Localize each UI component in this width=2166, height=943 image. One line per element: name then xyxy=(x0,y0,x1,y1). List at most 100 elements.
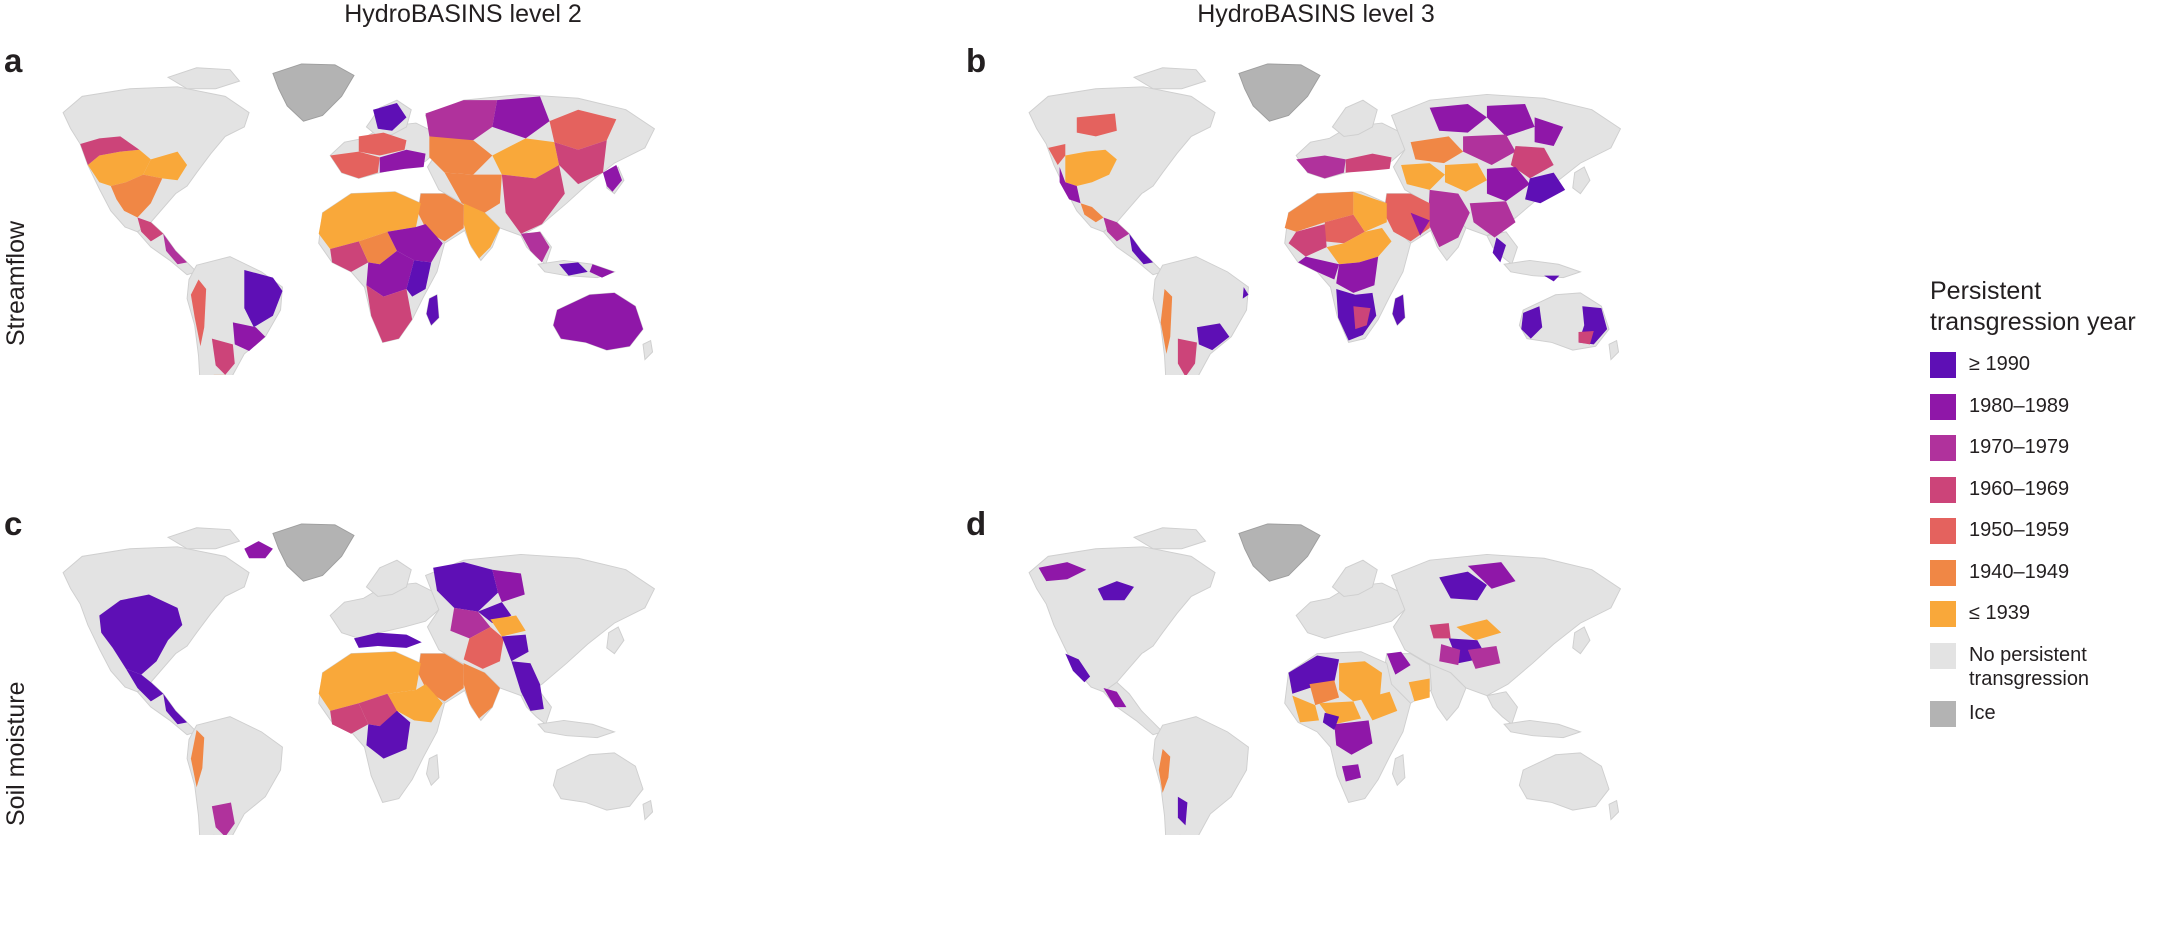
basin-region xyxy=(433,562,499,612)
basin-region xyxy=(110,174,163,218)
basin-region xyxy=(1065,149,1117,187)
basin-region xyxy=(1334,720,1373,755)
basin-region xyxy=(387,224,443,263)
basin-region xyxy=(1469,201,1516,238)
basin-region xyxy=(1242,287,1249,299)
column-title-level2: HydroBASINS level 2 xyxy=(344,0,582,28)
basin-region xyxy=(1429,103,1487,133)
basin-region xyxy=(1578,331,1594,345)
basin-region xyxy=(1288,655,1340,694)
basin-region xyxy=(1103,217,1130,242)
basin-region xyxy=(463,203,500,259)
legend-item: Ice xyxy=(1930,700,2166,743)
row-title-streamflow: Streamflow xyxy=(2,220,30,346)
basin-region xyxy=(1296,155,1346,179)
basin-region xyxy=(1456,619,1502,641)
basin-region xyxy=(1534,117,1564,146)
basin-region xyxy=(444,172,502,213)
legend-items: ≥ 1990 1980–1989 1970–1979 1960–1969 1950–19… xyxy=(1930,352,2166,643)
basin-region xyxy=(501,634,529,662)
basin-region xyxy=(492,138,560,179)
map-streamflow-level3 xyxy=(1028,63,1621,375)
basin-region xyxy=(1410,212,1430,236)
basin-region xyxy=(1177,796,1188,826)
basin-region xyxy=(366,710,411,759)
basin-region xyxy=(511,661,544,711)
legend-item: ≥ 1990 xyxy=(1930,352,2166,394)
legend-label-line: transgression xyxy=(1969,667,2090,690)
basin-region xyxy=(1467,646,1501,669)
basin-region xyxy=(1288,224,1327,257)
basin-region xyxy=(520,231,550,263)
basin-region xyxy=(232,322,266,352)
basin-region xyxy=(589,264,615,278)
basin-region xyxy=(1353,191,1387,232)
basin-region xyxy=(1336,256,1379,293)
map-soil-moisture-level3 xyxy=(1028,523,1621,835)
basin-region xyxy=(1492,237,1506,263)
basin-region xyxy=(463,663,500,719)
basin-region xyxy=(492,96,550,139)
basin-region xyxy=(1510,145,1554,179)
basin-region xyxy=(554,140,607,185)
basin-region xyxy=(1410,136,1464,164)
basin-region xyxy=(1361,691,1398,721)
basin-region xyxy=(244,269,283,328)
panel-letter-b: b xyxy=(966,42,987,79)
legend: Persistent transgression year ≥ 1990 1980… xyxy=(1930,276,2166,742)
basin-region xyxy=(99,594,183,675)
basin-region xyxy=(1158,749,1171,793)
basin-region xyxy=(1341,764,1362,782)
basin-region xyxy=(1103,687,1127,708)
basin-region xyxy=(387,684,443,723)
basin-region xyxy=(358,231,397,265)
basin-region xyxy=(163,233,188,265)
map-streamflow-level2 xyxy=(62,63,655,375)
basin-region xyxy=(426,294,439,326)
panel-letter-a: a xyxy=(4,42,23,79)
basin-region xyxy=(318,651,421,711)
legend-item: 1950–1959 xyxy=(1930,518,2166,560)
basin-region xyxy=(330,151,380,179)
basin-region xyxy=(330,703,369,734)
basin-region xyxy=(1129,233,1154,265)
basin-region xyxy=(1059,166,1081,204)
basin-region xyxy=(244,541,273,559)
basin-region xyxy=(1097,581,1134,601)
legend-label: 1940–1949 xyxy=(1969,560,2070,583)
basin-region xyxy=(549,109,617,150)
legend-item: 1960–1969 xyxy=(1930,476,2166,519)
basin-region xyxy=(602,165,623,192)
basin-region xyxy=(490,615,526,637)
legend-swatch xyxy=(1930,601,1956,627)
basin-region xyxy=(87,149,151,187)
basin-region xyxy=(1408,678,1430,702)
legend-label: 1970–1979 xyxy=(1969,436,2070,458)
basin-region xyxy=(1048,144,1066,166)
basin-region xyxy=(1392,294,1405,326)
legend-swatch xyxy=(1930,559,1956,586)
basin-region xyxy=(406,260,432,297)
basin-region xyxy=(1322,712,1340,730)
legend-swatch xyxy=(1930,476,1956,503)
basin-region xyxy=(492,569,525,603)
panel-letter-c: c xyxy=(4,505,23,542)
legend-label-line: No persistent xyxy=(1969,643,2087,666)
basin-region xyxy=(190,279,207,347)
basin-region xyxy=(358,693,399,727)
basin-region xyxy=(1353,306,1371,330)
basin-region xyxy=(1038,562,1087,582)
basin-region xyxy=(1292,695,1320,723)
basin-region xyxy=(143,151,188,181)
basin-region xyxy=(163,693,188,725)
legend-label: ≥ 1990 xyxy=(1969,353,2031,375)
legend-item: ≤ 1939 xyxy=(1930,601,2166,643)
basin-region xyxy=(1177,338,1197,375)
basin-region xyxy=(1439,644,1461,666)
map-soil-moisture-level2 xyxy=(62,523,655,835)
legend-swatch xyxy=(1930,352,1956,378)
basin-region xyxy=(1439,571,1487,601)
legend-title-line1: Persistent xyxy=(1930,277,2042,305)
basin-region xyxy=(1309,680,1340,706)
basin-region xyxy=(559,262,588,276)
